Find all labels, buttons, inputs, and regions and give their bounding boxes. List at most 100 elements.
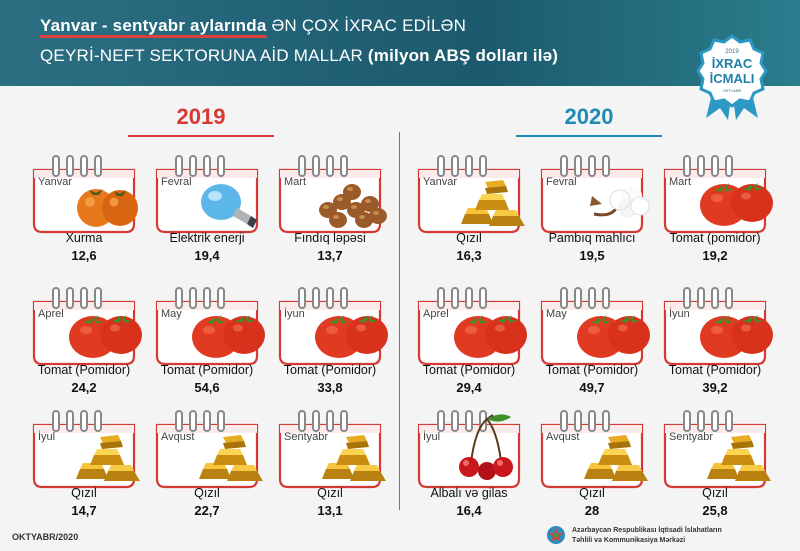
export-value: 49,7 [579,380,605,395]
tomato-icon [312,304,390,365]
tomato-icon [66,304,144,365]
product-name: Qızıl [456,231,482,245]
header-subtitle: QEYRİ-NEFT SEKTORUNA AİD MALLAR (milyon … [40,46,558,66]
export-item-2020: İyun Tomat (Pomidor) 39,2 [651,284,779,404]
export-value: 13,7 [317,248,343,263]
export-value: 19,5 [579,248,605,263]
export-item-2020: İyul Albalı və gilas 16,4 [405,407,533,527]
month-label: Yanvar [423,176,458,188]
export-item-2020: May Tomat (Pomidor) 49,7 [528,284,656,404]
export-item-2019: İyun Tomat (Pomidor) 33,8 [266,284,394,404]
month-label: May [161,308,182,320]
export-value: 54,6 [194,380,220,395]
export-value: 22,7 [194,503,220,518]
product-name: Albalı və gilas [430,486,508,500]
month-label: Mart [669,176,691,188]
export-value: 16,4 [456,503,482,518]
tomato-icon [451,304,529,365]
gold-bars-icon [705,429,775,490]
header-banner: Yanvar - sentyabr aylarında ƏN ÇOX İXRAC… [0,0,800,86]
export-value: 29,4 [456,380,482,395]
cotton-icon [584,174,654,235]
export-item-2019: Sentyabr Qızıl 13,1 [266,407,394,527]
gold-bars-icon [582,429,652,490]
export-value: 25,8 [702,503,728,518]
export-value: 24,2 [71,380,97,395]
gold-bars-icon [197,429,267,490]
tomato-icon [697,304,775,365]
product-name: Pambıq mahlıcı [548,231,636,245]
lightbulb-icon [197,174,267,235]
export-item-2019: May Tomat (Pomidor) 54,6 [143,284,271,404]
tomato-icon [189,304,267,365]
month-label: İyun [669,308,690,320]
export-value: 19,2 [702,248,728,263]
export-item-2019: Fevral Elektrik enerji 19,4 [143,152,271,272]
month-label: Fevral [546,176,577,188]
export-value: 33,8 [317,380,343,395]
export-value: 39,2 [702,380,728,395]
header-subtitle-text: QEYRİ-NEFT SEKTORUNA AİD MALLAR [40,46,363,65]
header-title-emphasis: Yanvar - sentyabr aylarında [40,16,267,35]
product-name: Qızıl [194,486,220,500]
export-item-2020: Mart Tomat (pomidor) 19,2 [651,152,779,272]
product-name: Tomat (Pomidor) [545,363,639,377]
month-label: Aprel [423,308,449,320]
export-value: 13,1 [317,503,343,518]
export-item-2020: Sentyabr Qızıl 25,8 [651,407,779,527]
header-subtitle-unit: (milyon ABŞ dolları ilə) [367,46,559,65]
export-value: 16,3 [456,248,482,263]
export-value: 19,4 [194,248,220,263]
month-label: İyul [38,431,56,443]
year-2020-label: 2020 [564,104,614,129]
export-item-2020: Fevral Pambıq mahlıcı 19,5 [528,152,656,272]
year-2019-underline [128,135,274,137]
product-name: Qızıl [71,486,97,500]
hazelnut-icon [316,176,388,237]
export-item-2020: Avqust Qızıl 28 [528,407,656,527]
gold-bars-icon [74,429,144,490]
export-item-2020: Yanvar Qızıl 16,3 [405,152,533,272]
month-label: İyun [284,308,305,320]
product-name: Tomat (Pomidor) [37,363,131,377]
gold-bars-icon [320,429,390,490]
export-item-2019: Mart Fındıq ləpəsi 13,7 [266,152,394,272]
product-name: Tomat (Pomidor) [283,363,377,377]
badge-line2: İCMALI [710,71,755,86]
month-label: Avqust [546,431,580,443]
header-title: Yanvar - sentyabr aylarında ƏN ÇOX İXRAC… [40,16,466,36]
month-label: İyul [423,431,441,443]
cherry-icon [453,411,519,486]
month-label: Sentyabr [284,431,329,443]
month-label: Fevral [161,176,192,188]
product-name: Elektrik enerji [169,231,245,245]
tomato-icon [574,304,652,365]
month-label: Mart [284,176,306,188]
export-item-2019: Yanvar Xurma 12,6 [20,152,148,272]
tomato-icon [697,172,775,233]
emblem-icon [547,526,565,544]
persimmon-icon [74,176,142,237]
month-label: Yanvar [38,176,73,188]
month-label: Avqust [161,431,195,443]
gold-bars-icon [459,174,529,235]
badge-bottom: OKTYABR [723,88,742,93]
ixrac-icmali-badge-icon: 2019 İXRAC İCMALI OKTYABR [696,34,768,120]
product-name: Tomat (Pomidor) [422,363,516,377]
product-name: Fındıq ləpəsi [294,231,366,245]
export-item-2019: İyul Qızıl 14,7 [20,407,148,527]
export-item-2019: Aprel Tomat (Pomidor) 24,2 [20,284,148,404]
product-name: Tomat (Pomidor) [668,363,762,377]
product-name: Tomat (pomidor) [669,231,761,245]
product-name: Xurma [65,231,103,245]
month-label: Aprel [38,308,64,320]
export-item-2020: Aprel Tomat (Pomidor) 29,4 [405,284,533,404]
month-label: May [546,308,567,320]
footer-org-line2: Təhlili və Kommunikasiya Mərkəzi [572,537,686,544]
year-2019-label: 2019 [176,104,226,129]
badge-year: 2019 [725,49,739,55]
badge-line1: İXRAC [712,56,753,71]
export-item-2019: Avqust Qızıl 22,7 [143,407,271,527]
year-2020-underline [516,135,662,137]
column-divider [399,132,400,510]
